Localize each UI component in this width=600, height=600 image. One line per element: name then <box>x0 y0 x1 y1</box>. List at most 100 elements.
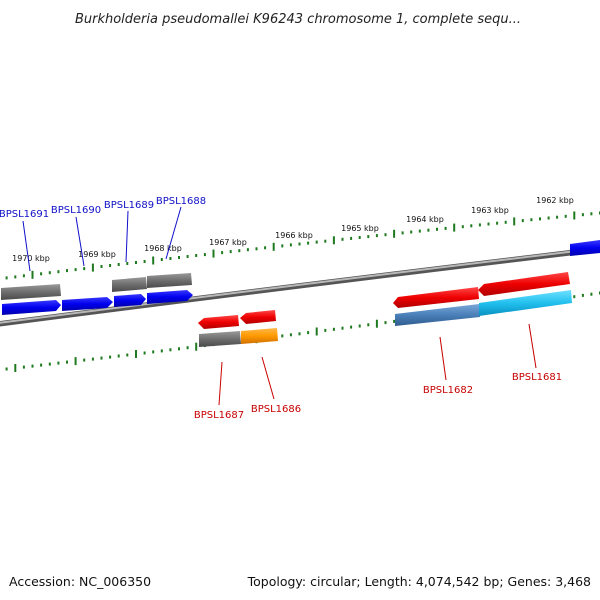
ruler-major-tick <box>212 249 215 258</box>
ruler-minor-tick <box>66 269 68 273</box>
ruler-minor-tick <box>160 349 163 353</box>
ruler-minor-tick <box>298 242 301 246</box>
ruler-minor-tick <box>83 267 86 271</box>
ruler-major-tick <box>375 319 378 328</box>
ruler-minor-tick <box>221 251 224 255</box>
ruler-minor-tick <box>298 332 301 336</box>
ruler-minor-tick <box>530 218 533 222</box>
gene-feature[interactable] <box>393 287 479 308</box>
gene-feature[interactable] <box>570 240 600 256</box>
ruler-minor-tick <box>57 270 60 274</box>
ruler-minor-tick <box>264 246 267 250</box>
ruler-minor-tick <box>5 276 8 280</box>
gene-feature[interactable] <box>478 272 570 296</box>
ruler-minor-tick <box>109 355 112 359</box>
gene-label-top[interactable]: BPSL1691 <box>0 209 49 220</box>
ruler-minor-tick <box>324 239 327 243</box>
ruler-minor-tick <box>384 233 387 237</box>
leader-line <box>528 323 537 369</box>
leader-line <box>439 336 447 381</box>
gene-feature[interactable] <box>114 294 146 307</box>
genes-forward <box>1 240 600 308</box>
ruler-major-tick <box>332 236 335 245</box>
ruler-minor-tick <box>57 361 60 365</box>
ruler-minor-tick <box>289 243 292 247</box>
ruler-minor-tick <box>539 217 541 221</box>
ruler-minor-tick <box>461 225 464 229</box>
ruler-minor-tick <box>564 214 567 218</box>
leader-line <box>218 361 223 406</box>
gene-label-bottom[interactable]: BPSL1681 <box>512 372 562 383</box>
ruler-minor-tick <box>556 215 559 219</box>
ruler-label: 1967 kbp <box>209 238 247 247</box>
gene-feature[interactable] <box>1 284 61 300</box>
gene-label-top[interactable]: BPSL1688 <box>156 196 206 207</box>
ruler-minor-tick <box>195 254 198 257</box>
ruler-minor-tick <box>427 228 430 232</box>
gene-feature[interactable] <box>147 290 193 304</box>
gene-feature[interactable] <box>2 300 61 315</box>
ruler-major-tick <box>315 327 318 336</box>
ruler-minor-tick <box>487 222 490 226</box>
ruler-major-tick <box>74 357 77 366</box>
ruler-minor-tick <box>91 357 94 361</box>
gene-feature[interactable] <box>62 297 113 311</box>
genes-reverse <box>198 290 572 347</box>
ruler-minor-tick <box>324 328 327 332</box>
map-title: Burkholderia pseudomallei K96243 chromos… <box>75 12 521 27</box>
ruler-minor-tick <box>100 356 103 360</box>
ruler-minor-tick <box>350 325 353 329</box>
gene-label-bottom[interactable]: BPSL1686 <box>251 404 301 415</box>
gene-feature[interactable] <box>241 328 278 344</box>
gene-feature[interactable] <box>147 273 192 288</box>
ruler-minor-tick <box>358 324 361 328</box>
ruler-major-tick <box>31 270 34 279</box>
ruler-minor-tick <box>186 255 189 258</box>
gene-feature[interactable] <box>395 304 480 326</box>
ruler-minor-tick <box>169 348 172 352</box>
ruler-minor-tick <box>117 354 120 358</box>
ruler-minor-tick <box>14 275 17 279</box>
ruler-minor-tick <box>143 351 146 355</box>
ruler-minor-tick <box>573 295 576 299</box>
ruler-minor-tick <box>100 265 103 268</box>
ruler-minor-tick <box>203 253 206 257</box>
ruler-major-tick <box>152 256 155 265</box>
ruler-minor-tick <box>358 236 361 239</box>
gene-label-bottom[interactable]: BPSL1687 <box>194 410 244 421</box>
gene-label-top[interactable]: BPSL1689 <box>104 200 154 211</box>
ruler-minor-tick <box>126 353 129 357</box>
ruler-ticks-outer <box>5 211 600 280</box>
ruler-minor-tick <box>401 231 404 235</box>
gene-feature[interactable] <box>198 315 239 329</box>
ruler-minor-tick <box>410 230 413 234</box>
ruler-minor-tick <box>590 292 593 296</box>
ruler-minor-tick <box>315 240 318 244</box>
leader-line <box>165 206 182 260</box>
ruler-minor-tick <box>66 360 68 364</box>
ruler-minor-tick <box>83 358 86 362</box>
gene-feature[interactable] <box>479 290 572 316</box>
gene-feature[interactable] <box>112 277 147 292</box>
gene-label-bottom[interactable]: BPSL1682 <box>423 385 473 396</box>
gene-feature[interactable] <box>199 331 241 347</box>
ruler-minor-tick <box>590 212 593 216</box>
gene-label-top[interactable]: BPSL1690 <box>51 205 101 216</box>
ruler-labels: 1970 kbp 1969 kbp 1968 kbp 1967 kbp 1966… <box>12 196 574 263</box>
ruler-minor-tick <box>48 362 51 366</box>
ruler-minor-tick <box>160 258 163 261</box>
ruler-label: 1966 kbp <box>275 231 313 240</box>
ruler-minor-tick <box>281 244 284 248</box>
ruler-label: 1962 kbp <box>536 196 574 205</box>
ruler-major-tick <box>14 364 17 372</box>
ruler-minor-tick <box>367 323 370 327</box>
ruler-major-tick <box>453 223 456 232</box>
ruler-minor-tick <box>169 257 172 260</box>
genes-blue-row <box>2 290 193 315</box>
ruler-minor-tick <box>341 237 344 241</box>
ruler-major-tick <box>513 217 516 226</box>
ruler-minor-tick <box>178 256 180 259</box>
gene-feature[interactable] <box>240 310 276 324</box>
ruler-minor-tick <box>74 268 77 272</box>
ruler-major-tick <box>135 350 137 358</box>
